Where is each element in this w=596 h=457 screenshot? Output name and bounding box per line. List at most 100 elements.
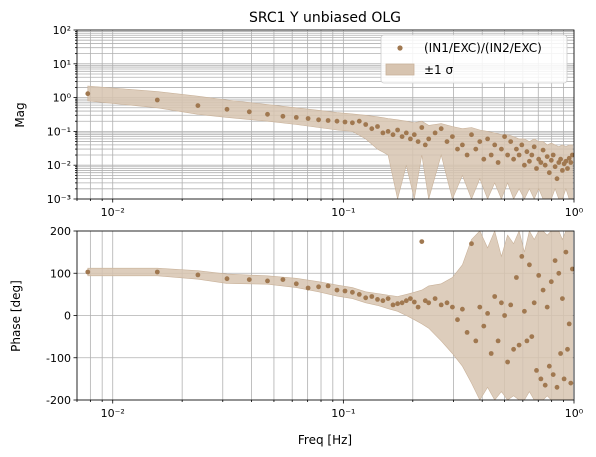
legend-label-band: ±1 σ	[424, 63, 454, 77]
phase-data-point	[85, 269, 91, 275]
phase-data-point	[444, 300, 450, 306]
mag-data-point	[375, 124, 380, 129]
phase-data-point	[495, 338, 501, 344]
phase-data-point	[477, 304, 483, 310]
mag-xtick-label: 10⁻²	[101, 206, 125, 219]
mag-ylabel: Mag	[13, 102, 27, 127]
phase-data-point	[469, 241, 474, 247]
mag-data-point	[540, 147, 546, 153]
mag-data-point	[560, 168, 565, 173]
phase-ytick-label: -200	[46, 394, 71, 407]
mag-data-point	[522, 162, 527, 168]
phase-data-point	[548, 279, 554, 285]
phase-data-point	[542, 382, 548, 388]
phase-data-point	[464, 330, 470, 335]
phase-data-point	[514, 275, 519, 280]
mag-data-point	[529, 152, 535, 158]
mag-ytick-label: 10⁰	[53, 92, 72, 105]
phase-data-point	[568, 380, 574, 386]
mag-data-point	[342, 119, 348, 125]
mag-data-point	[356, 118, 362, 124]
phase-data-point	[540, 287, 546, 293]
mag-data-point	[511, 156, 516, 162]
phase-data-point	[455, 317, 460, 323]
mag-axes-frame	[76, 29, 575, 200]
phase-data-point	[511, 346, 516, 352]
phase-data-point	[558, 351, 563, 356]
mag-data-point	[552, 164, 558, 170]
phase-data-point	[508, 302, 514, 308]
mag-data-point	[534, 166, 539, 171]
phase-data-point	[522, 308, 527, 314]
mag-data-point	[488, 152, 494, 158]
phase-data-point	[399, 300, 405, 306]
phase-data-point	[450, 304, 455, 310]
mag-data-point	[485, 136, 490, 142]
mag-data-point	[527, 158, 532, 164]
mag-data-point	[460, 142, 465, 148]
mag-data-point	[316, 117, 321, 123]
mag-ytick-label: 10⁻¹	[47, 125, 71, 138]
mag-data-point	[369, 126, 375, 132]
mag-data-point	[380, 130, 386, 136]
phase-data-point	[570, 266, 574, 272]
mag-data-point	[280, 113, 286, 119]
phase-data-point	[473, 338, 479, 344]
mag-data-point	[542, 162, 548, 168]
phase-data-point	[375, 297, 380, 302]
mag-ytick-label: 10⁻³	[47, 193, 71, 206]
mag-data-point	[538, 160, 544, 165]
phase-data-point	[432, 296, 438, 301]
phase-data-point	[527, 262, 532, 268]
mag-data-point	[469, 132, 474, 138]
mag-data-points	[85, 91, 574, 182]
mag-data-point	[399, 134, 405, 140]
phase-data-point	[280, 277, 286, 282]
mag-data-point	[403, 130, 409, 136]
phase-data-point	[565, 346, 570, 352]
mag-data-point	[293, 115, 299, 120]
mag-data-point	[265, 111, 270, 117]
phase-data-point	[560, 296, 565, 301]
mag-data-point	[558, 156, 563, 162]
phase-data-point	[531, 300, 537, 306]
mag-data-point	[438, 126, 444, 132]
phase-data-point	[438, 302, 444, 308]
phase-data-point	[411, 299, 417, 305]
mag-data-point	[548, 157, 554, 163]
legend: (IN1/EXC)/(IN2/EXC) ±1 σ	[380, 34, 568, 84]
mag-data-point	[415, 139, 421, 145]
phase-data-point	[419, 239, 425, 245]
mag-ytick-label: 10¹	[53, 58, 71, 71]
phase-data-point	[385, 296, 391, 301]
mag-data-point	[546, 170, 552, 176]
mag-sigma-band-area	[87, 85, 573, 199]
phase-data-point	[488, 351, 494, 356]
mag-data-point	[519, 142, 525, 148]
mag-data-point	[411, 132, 417, 138]
phase-data-point	[481, 323, 487, 329]
mag-ticks: 10⁻² 10⁻¹ 10⁰ 10⁻³ 10⁻² 10⁻¹ 10⁰ 10¹ 10²	[47, 24, 584, 219]
mag-data-point	[544, 154, 550, 160]
phase-data-point	[380, 298, 386, 304]
phase-data-point	[492, 294, 498, 299]
phase-data-point	[342, 288, 348, 294]
mag-data-point	[85, 91, 91, 97]
phase-data-point	[505, 359, 510, 365]
chart-title: SRC1 Y unbiased OLG	[249, 10, 401, 26]
phase-data-point	[499, 300, 504, 306]
mag-data-point	[502, 134, 507, 140]
phase-data-point	[426, 300, 432, 306]
phase-data-point	[224, 276, 230, 282]
legend-marker-points	[397, 45, 403, 51]
phase-xtick-label: 10⁰	[565, 407, 584, 420]
phase-data-point	[516, 342, 522, 348]
phase-data-point	[369, 294, 375, 299]
mag-data-point	[419, 125, 425, 130]
mag-data-point	[495, 160, 501, 165]
mag-data-point	[550, 152, 556, 158]
phase-data-point	[502, 313, 507, 318]
mag-data-point	[524, 149, 530, 155]
phase-data-point	[563, 249, 569, 255]
